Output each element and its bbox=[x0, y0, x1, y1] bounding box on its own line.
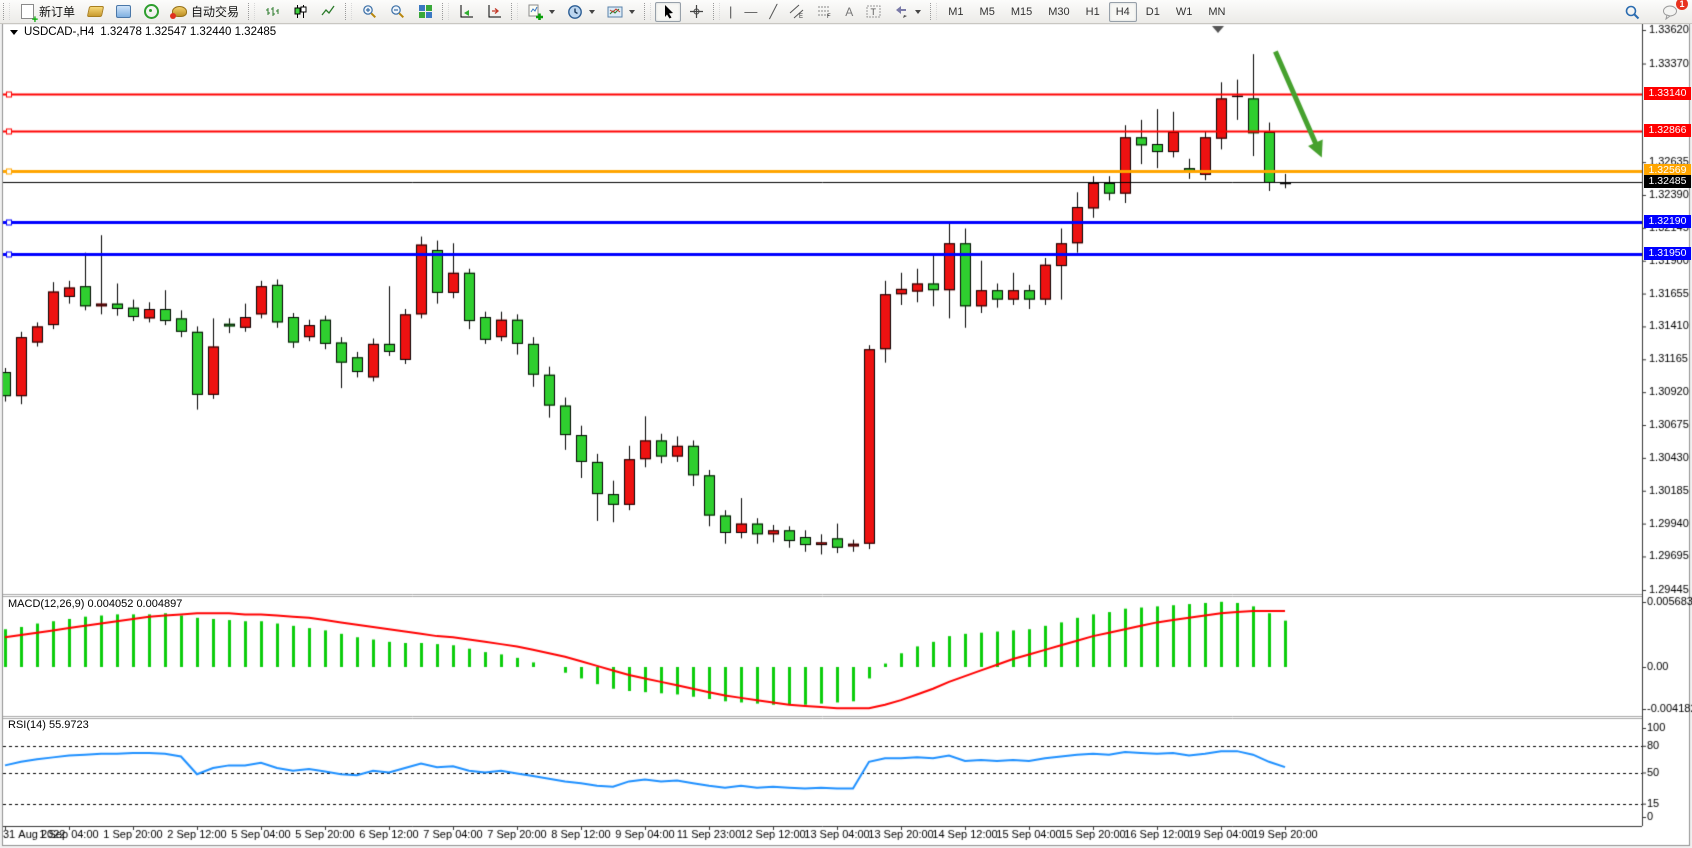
standard-group: + 新订单 自动交易 bbox=[13, 0, 245, 25]
text-button[interactable]: A bbox=[840, 2, 858, 22]
candlestick-chart-icon bbox=[292, 4, 308, 20]
vertical-line-button[interactable]: | bbox=[724, 2, 737, 22]
new-order-icon: + bbox=[19, 4, 38, 25]
toolbar: + 新订单 自动交易 bbox=[0, 0, 1692, 25]
market-watch-button[interactable] bbox=[110, 2, 136, 22]
new-chart-icon bbox=[86, 4, 104, 20]
timeframe-mn-button[interactable]: MN bbox=[1201, 2, 1232, 22]
autotrading-label: 自动交易 bbox=[191, 5, 240, 19]
timeframe-m30-button[interactable]: M30 bbox=[1041, 2, 1076, 22]
tile-windows-button[interactable] bbox=[412, 2, 438, 22]
scroll-group bbox=[452, 0, 508, 23]
candlestick-chart-button[interactable] bbox=[287, 2, 313, 22]
drawing-tools-group: | — ╱ E F A T bbox=[723, 0, 927, 23]
toolbar-separator bbox=[713, 3, 721, 20]
toolbar-separator bbox=[930, 3, 938, 20]
fibonacci-button[interactable]: F bbox=[812, 2, 838, 22]
fibonacci-icon: F bbox=[817, 4, 833, 20]
tile-windows-icon bbox=[417, 4, 433, 20]
text-label-button[interactable]: T bbox=[860, 2, 886, 22]
timeframe-m1-button[interactable]: M1 bbox=[941, 2, 970, 22]
timeframe-w1-button[interactable]: W1 bbox=[1169, 2, 1200, 22]
svg-text:F: F bbox=[827, 14, 831, 19]
toolbar-separator bbox=[644, 3, 652, 20]
auto-scroll-button[interactable] bbox=[453, 2, 479, 22]
svg-text:T: T bbox=[870, 7, 876, 17]
toolbar-handle[interactable] bbox=[3, 3, 10, 20]
timeframe-h4-button[interactable]: H4 bbox=[1108, 1, 1137, 22]
new-order-button[interactable]: + 新订单 bbox=[14, 2, 80, 25]
toolbar-separator bbox=[345, 3, 353, 20]
vertical-line-icon: | bbox=[729, 3, 733, 19]
search-icon bbox=[1624, 4, 1640, 20]
dropdown-caret bbox=[629, 9, 636, 14]
channel-button[interactable]: E bbox=[784, 2, 810, 22]
new-order-label: 新订单 bbox=[39, 5, 76, 19]
dropdown-caret bbox=[549, 9, 556, 14]
notifications-button[interactable]: 1 bbox=[1657, 0, 1688, 22]
search-button[interactable] bbox=[1619, 2, 1645, 22]
notification-badge: 1 bbox=[1676, 0, 1688, 10]
crosshair-icon bbox=[688, 4, 704, 20]
indicators-group bbox=[521, 0, 641, 23]
zoom-in-button[interactable] bbox=[356, 2, 382, 22]
market-watch-icon bbox=[115, 4, 131, 20]
toolbar-separator bbox=[248, 3, 256, 20]
crosshair-button[interactable] bbox=[683, 2, 709, 22]
templates-icon bbox=[607, 4, 623, 20]
auto-scroll-icon bbox=[458, 4, 474, 20]
arrows-button[interactable] bbox=[888, 2, 926, 22]
periods-clock-icon bbox=[567, 4, 583, 20]
indicators-icon bbox=[527, 4, 544, 20]
indicators-button[interactable] bbox=[522, 2, 560, 22]
line-chart-button[interactable] bbox=[315, 2, 341, 22]
svg-text:E: E bbox=[799, 14, 803, 19]
horizontal-line-button[interactable]: — bbox=[739, 2, 762, 22]
text-label-icon: T bbox=[865, 4, 881, 20]
chart-shift-button[interactable] bbox=[481, 2, 507, 22]
templates-button[interactable] bbox=[602, 2, 640, 22]
chart-expand-icon[interactable] bbox=[10, 29, 18, 35]
signals-icon bbox=[143, 4, 159, 20]
periods-button[interactable] bbox=[562, 2, 600, 22]
autotrading-icon bbox=[169, 4, 187, 20]
cursor-group bbox=[654, 0, 710, 23]
trendline-icon: ╱ bbox=[769, 3, 778, 19]
timeframe-group: M1 M5 M15 M30 H1 H4 D1 W1 MN bbox=[940, 0, 1233, 23]
equidistant-channel-icon: E bbox=[789, 4, 805, 20]
toolbar-separator bbox=[442, 3, 450, 20]
trendline-button[interactable]: ╱ bbox=[764, 2, 782, 22]
bar-chart-button[interactable] bbox=[259, 2, 285, 22]
toolbar-right-group: 1 bbox=[1618, 0, 1688, 23]
arrows-icon bbox=[893, 4, 909, 20]
zoom-out-button[interactable] bbox=[384, 2, 410, 22]
signals-button[interactable] bbox=[138, 2, 164, 22]
zoom-group bbox=[355, 0, 439, 23]
new-chart-button[interactable] bbox=[82, 2, 108, 22]
timeframe-m5-button[interactable]: M5 bbox=[973, 2, 1002, 22]
autotrading-button[interactable]: 自动交易 bbox=[166, 2, 244, 22]
timeframe-h1-button[interactable]: H1 bbox=[1079, 2, 1107, 22]
chart-shift-icon bbox=[486, 4, 502, 20]
chat-bubble-icon bbox=[1662, 4, 1678, 20]
chart-type-group bbox=[258, 0, 342, 23]
zoom-out-icon bbox=[389, 4, 405, 20]
cursor-button[interactable] bbox=[655, 1, 682, 22]
text-icon: A bbox=[845, 4, 854, 19]
toolbar-separator bbox=[511, 3, 519, 20]
dropdown-caret bbox=[915, 9, 922, 14]
zoom-in-icon bbox=[361, 4, 377, 20]
timeframe-m15-button[interactable]: M15 bbox=[1004, 2, 1039, 22]
horizontal-line-icon: — bbox=[744, 3, 758, 19]
dropdown-caret bbox=[589, 9, 596, 14]
bar-chart-icon bbox=[264, 4, 280, 20]
timeframe-d1-button[interactable]: D1 bbox=[1139, 2, 1167, 22]
line-chart-icon bbox=[320, 4, 336, 20]
cursor-icon bbox=[660, 4, 676, 20]
